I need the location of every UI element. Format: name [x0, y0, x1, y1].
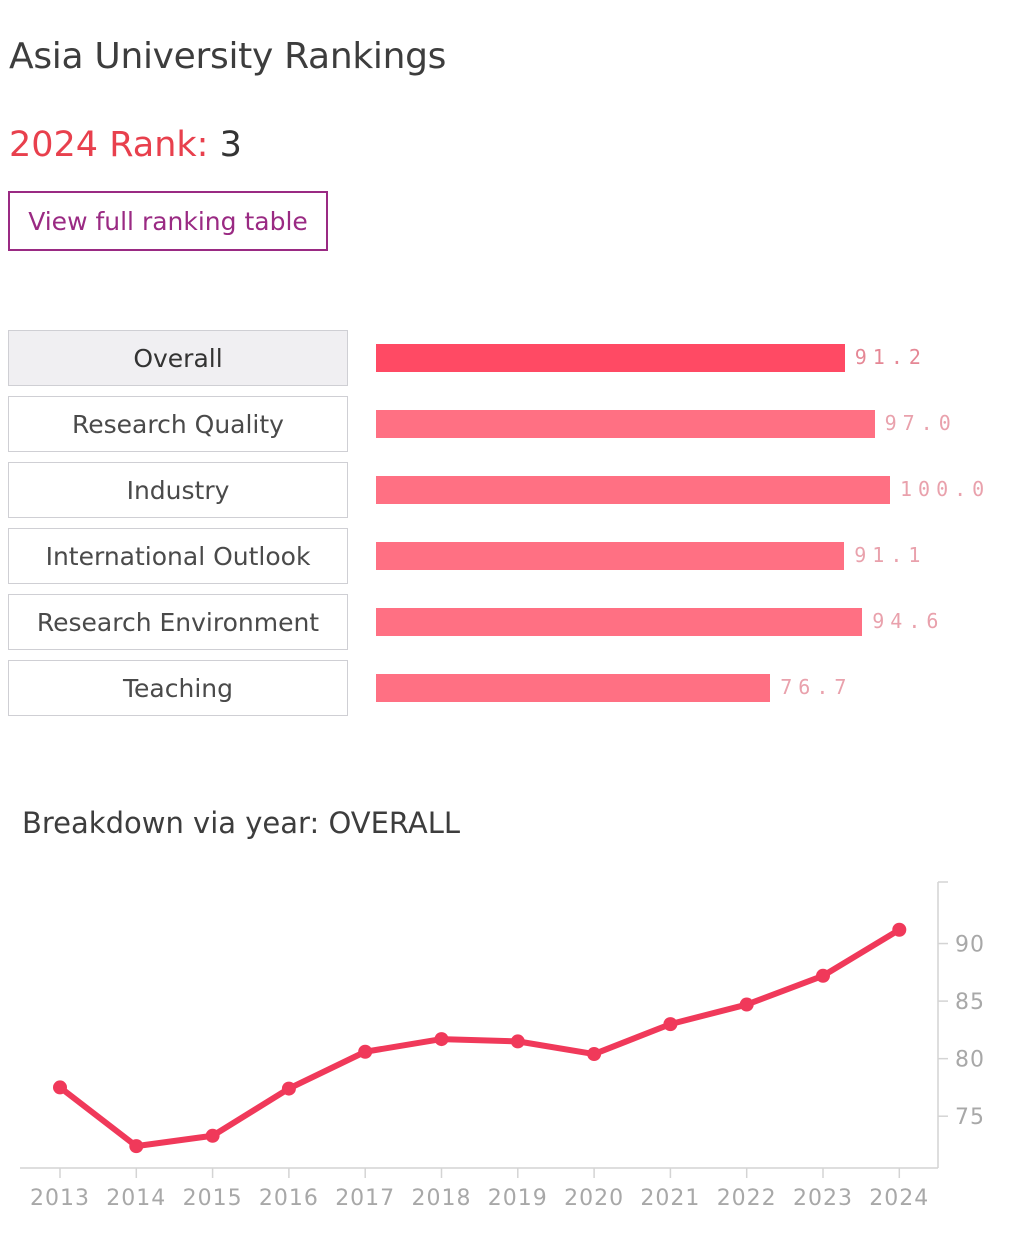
page-title: Asia University Rankings [9, 36, 447, 77]
data-point [434, 1032, 449, 1047]
y-tick-label: 90 [955, 933, 985, 958]
y-tick-label: 75 [955, 1105, 985, 1130]
score-bar-research-quality [376, 410, 875, 438]
x-tick-label: 2018 [412, 1186, 472, 1211]
x-tick-label: 2019 [488, 1186, 548, 1211]
yearly-line-chart: 2013 2014 2015 2016 2017 2018 2019 2020 2021 2022… [20, 881, 985, 1211]
score-label-overall: 91.2 [854, 345, 927, 369]
score-label-international-outlook: 91.1 [854, 543, 927, 567]
x-tick-label: 2015 [183, 1186, 243, 1211]
data-point [205, 1128, 220, 1143]
data-point [739, 997, 754, 1012]
y-tick-label: 85 [955, 990, 985, 1015]
tab-research-environment[interactable]: Research Environment [8, 594, 348, 650]
breakdown-title: Breakdown via year: OVERALL [22, 806, 461, 840]
data-point [281, 1081, 296, 1096]
score-bar-research-environment [376, 608, 863, 636]
bar-row: 76.7 [376, 660, 1016, 716]
score-label-research-environment: 94.6 [872, 609, 945, 633]
tab-research-quality[interactable]: Research Quality [8, 396, 348, 452]
rank-label: 2024 Rank: [9, 125, 209, 165]
bar-row: 91.2 [376, 330, 1016, 386]
data-point [510, 1034, 525, 1049]
score-bar-overall [376, 344, 845, 372]
data-point [892, 922, 907, 937]
data-point [587, 1047, 602, 1062]
tab-teaching[interactable]: Teaching [8, 660, 348, 716]
score-bars: 91.2 97.0 100.0 91.1 94.6 76.7 [376, 330, 1016, 726]
data-point [129, 1139, 144, 1154]
rank-display: 2024 Rank: 3 [9, 125, 242, 165]
data-point [816, 968, 830, 983]
score-bar-industry [376, 476, 890, 504]
x-tick-label: 2016 [259, 1186, 319, 1211]
x-tick-label: 2017 [335, 1186, 395, 1211]
score-label-teaching: 76.7 [780, 675, 853, 699]
view-full-ranking-button[interactable]: View full ranking table [8, 191, 328, 251]
x-tick-label: 2014 [106, 1186, 166, 1211]
x-tick-label: 2021 [640, 1186, 700, 1211]
score-label-research-quality: 97.0 [884, 411, 957, 435]
bar-row: 100.0 [376, 462, 1016, 518]
overall-series-line [57, 926, 903, 1150]
bar-row: 91.1 [376, 528, 1016, 584]
tab-industry[interactable]: Industry [8, 462, 348, 518]
x-tick-label: 2020 [564, 1186, 624, 1211]
bar-row: 97.0 [376, 396, 1016, 452]
score-label-industry: 100.0 [900, 477, 991, 501]
score-bar-international-outlook [376, 542, 845, 570]
tab-overall[interactable]: Overall [8, 330, 348, 386]
x-tick-label: 2013 [30, 1186, 90, 1211]
y-tick-label: 80 [955, 1048, 985, 1073]
score-bar-teaching [376, 674, 771, 702]
tab-international-outlook[interactable]: International Outlook [8, 528, 348, 584]
category-tabs: Overall Research Quality Industry Intern… [8, 330, 348, 726]
x-tick-label: 2024 [869, 1186, 929, 1211]
x-tick-label: 2023 [793, 1186, 853, 1211]
rank-value: 3 [219, 125, 242, 165]
data-point [53, 1080, 67, 1095]
x-tick-label: 2022 [717, 1186, 777, 1211]
data-point [663, 1017, 678, 1032]
data-point [358, 1044, 373, 1059]
bar-row: 94.6 [376, 594, 1016, 650]
